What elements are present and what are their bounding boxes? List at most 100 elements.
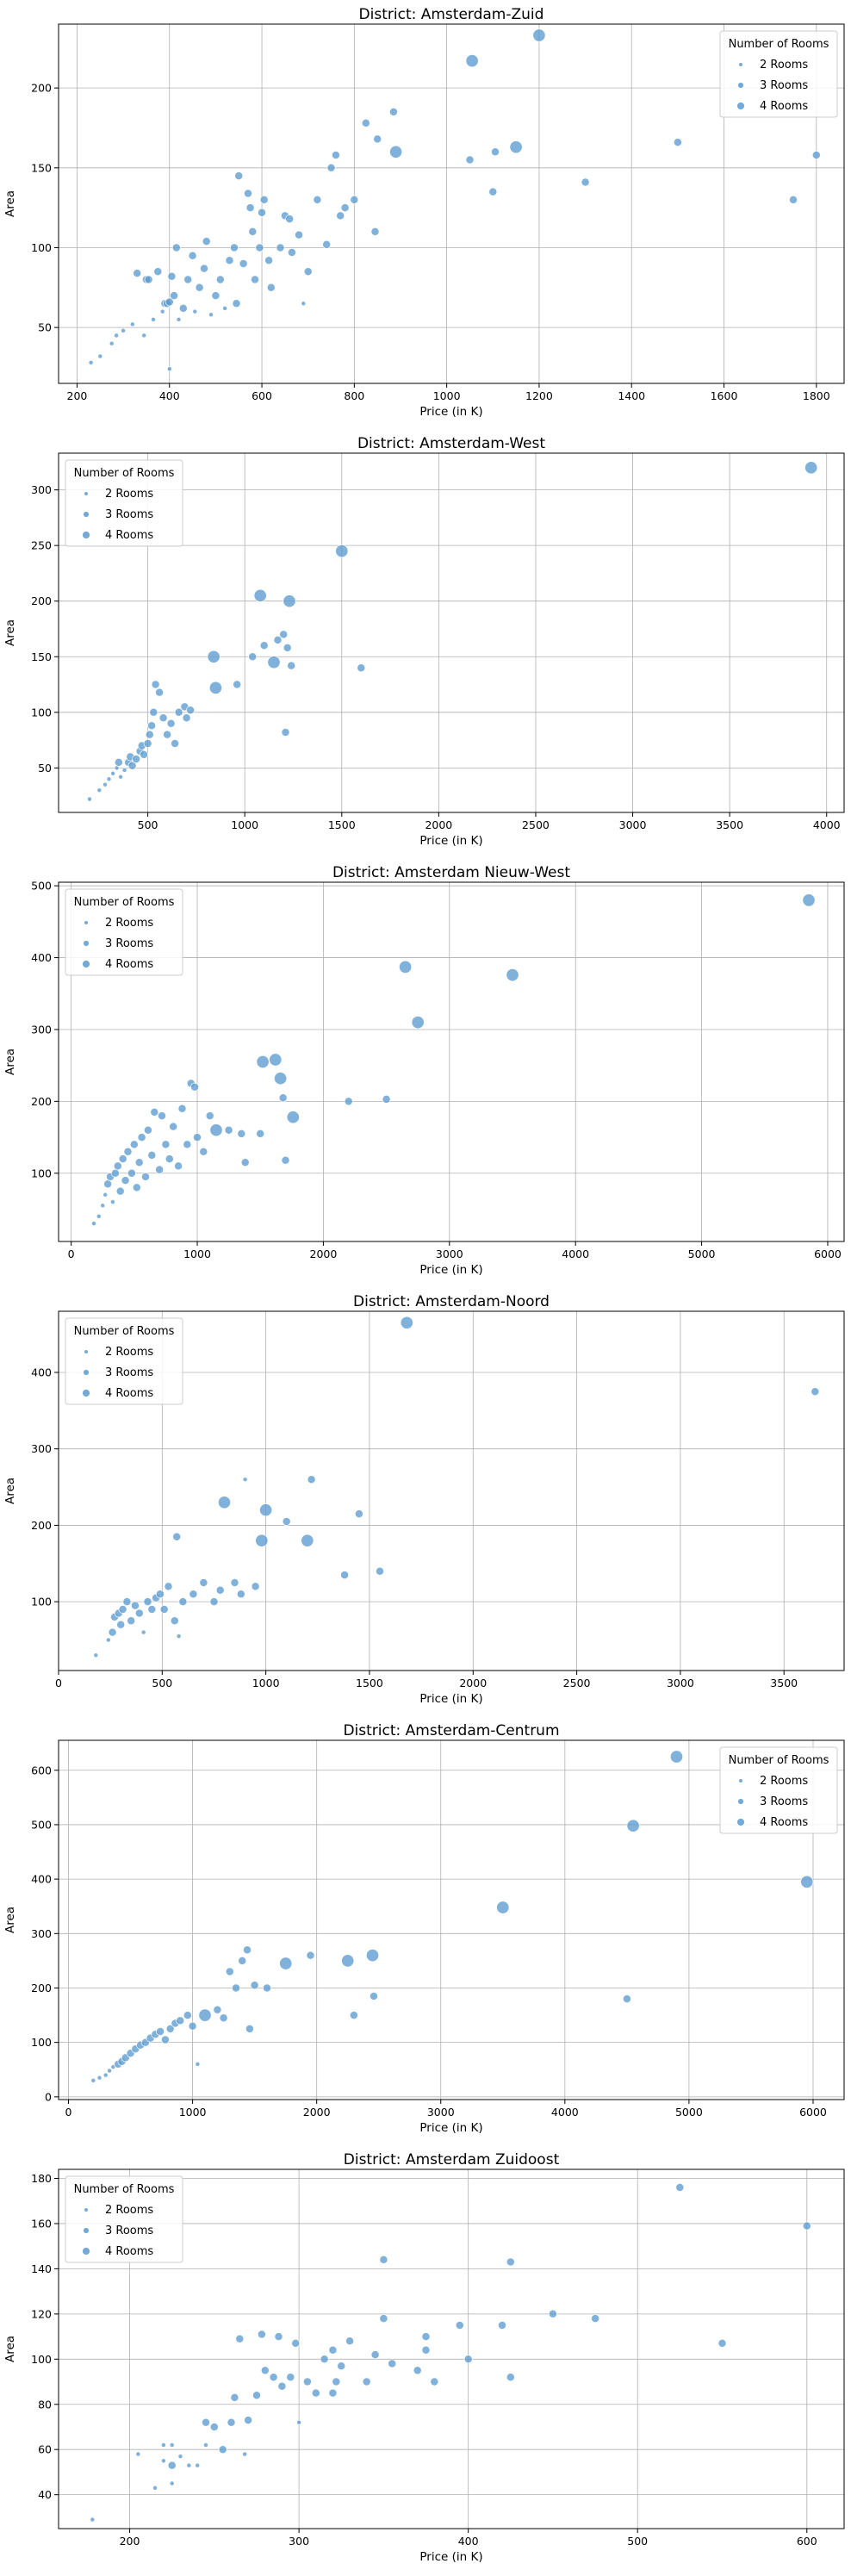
chart-0-x-tick-label: 600 [252, 389, 272, 402]
chart-0-point [167, 271, 177, 281]
chart-1-point [151, 680, 160, 689]
chart-0-point [350, 195, 359, 204]
chart-3-point [400, 1316, 413, 1329]
chart-1-point [143, 739, 152, 748]
chart-3-point [354, 1509, 363, 1519]
chart-5-point [169, 2480, 175, 2486]
chart-4-point [176, 2016, 185, 2025]
chart-2-point [399, 960, 413, 974]
chart-1-point [118, 774, 124, 780]
chart-0-point [129, 321, 135, 327]
chart-4-point [250, 1981, 259, 1990]
chart-2-point [278, 1093, 288, 1103]
chart-2-y-axis-label: Area [3, 1048, 17, 1075]
chart-1-point [273, 635, 283, 644]
chart-1-legend-marker [82, 531, 90, 539]
chart-3-point [199, 1578, 208, 1587]
chart-3-y-tick-label: 200 [31, 1519, 52, 1532]
chart-panel-zuidoost: District: Amsterdam Zuidoost 200 300 400 500… [3, 2151, 845, 2564]
chart-4-point [279, 1957, 293, 1970]
chart-5-point [195, 2462, 201, 2468]
chart-3-point [215, 1585, 225, 1595]
chart-panel-noord: District: Amsterdam-Noord 0 500 1000 1500 200… [3, 1293, 845, 1706]
chart-5-point [328, 2345, 338, 2355]
chart-4-y-tick-label: 300 [31, 1927, 52, 1940]
chart-0-point [340, 203, 350, 213]
chart-4-x-tick-label: 2000 [303, 2106, 331, 2119]
chart-1-point [233, 680, 242, 689]
chart-4-legend-entry: 3 Rooms [760, 1795, 808, 1808]
chart-3-legend-entry: 3 Rooms [105, 1366, 153, 1379]
chart-5-point [227, 2417, 236, 2427]
chart-0-point [248, 227, 258, 236]
chart-4-point [370, 1992, 378, 2000]
chart-0-y-tick-label: 150 [31, 161, 52, 174]
chart-4-point [96, 2075, 102, 2081]
chart-3-x-tick-label: 3000 [667, 1677, 694, 1689]
chart-2-x-tick-label: 2000 [310, 1248, 338, 1260]
chart-1-legend-title: Number of Rooms [74, 467, 175, 480]
chart-0-point [789, 195, 798, 204]
chart-3-point [176, 1633, 182, 1640]
chart-3-point [93, 1652, 99, 1658]
chart-1-point [248, 652, 258, 662]
chart-2-point [155, 1165, 165, 1174]
chart-3-title: District: Amsterdam-Noord [353, 1293, 550, 1310]
chart-5-point [379, 2255, 388, 2264]
chart-5-legend-title: Number of Rooms [74, 2183, 175, 2196]
chart-1-point [127, 761, 137, 770]
chart-3-x-tick-label: 2000 [459, 1677, 487, 1689]
chart-1-legend-marker [83, 511, 90, 518]
chart-1-point [166, 719, 176, 728]
chart-0-title: District: Amsterdam-Zuid [359, 6, 544, 23]
chart-0-point [287, 248, 296, 257]
chart-3-point [209, 1597, 219, 1607]
chart-3-axes-frame [58, 1310, 845, 1671]
chart-0-point [171, 243, 181, 252]
chart-0-point [211, 291, 221, 301]
chart-0-point [166, 366, 172, 372]
chart-5-point [421, 2332, 431, 2342]
chart-1-point [149, 707, 158, 717]
chart-0-point [389, 145, 403, 159]
chart-5-x-tick-label: 400 [458, 2535, 479, 2548]
chart-4-point [245, 2024, 254, 2033]
chart-1-legend: Number of Rooms 2 Rooms 3 Rooms 4 Rooms [65, 459, 183, 547]
chart-1-point [283, 594, 296, 608]
chart-1-legend-entry: 2 Rooms [105, 488, 153, 501]
chart-1-point [110, 770, 116, 776]
chart-4-point [800, 1875, 814, 1888]
chart-0-point [301, 301, 307, 307]
chart-1-point [357, 663, 366, 673]
chart-5-legend-marker [82, 2247, 90, 2256]
chart-3-y-axis-label: Area [3, 1478, 17, 1504]
chart-4-point [213, 2005, 222, 2014]
chart-0-legend-marker [737, 82, 744, 89]
chart-5-point [209, 2423, 219, 2431]
chart-1-point [253, 588, 267, 602]
chart-1-point [114, 757, 123, 767]
chart-3-point [159, 1605, 169, 1614]
chart-2-point [256, 1129, 265, 1138]
chart-1-point [182, 713, 191, 723]
chart-2-point [110, 1168, 120, 1178]
chart-5-x-tick-label: 600 [797, 2535, 817, 2548]
chart-2-point [118, 1154, 127, 1164]
chart-3-point [217, 1496, 232, 1509]
chart-4-point [165, 2024, 175, 2033]
chart-2-point [286, 1111, 300, 1124]
chart-4-y-tick-label: 600 [31, 1764, 52, 1776]
chart-2-point [121, 1176, 130, 1185]
chart-0-legend-marker [738, 62, 743, 67]
chart-5-point [257, 2330, 266, 2339]
chart-2-x-tick-label: 4000 [562, 1248, 589, 1260]
chart-3-y-tick-label: 300 [31, 1442, 52, 1455]
chart-4-x-tick-label: 5000 [675, 2106, 703, 2119]
chart-4-point [238, 1956, 247, 1965]
chart-0-point [151, 316, 156, 322]
chart-3-x-axis-label: Price (in K) [419, 1692, 482, 1706]
chart-2-point [102, 1192, 109, 1198]
chart-5-point [160, 2458, 166, 2464]
chart-1-legend-entry: 4 Rooms [105, 529, 153, 542]
